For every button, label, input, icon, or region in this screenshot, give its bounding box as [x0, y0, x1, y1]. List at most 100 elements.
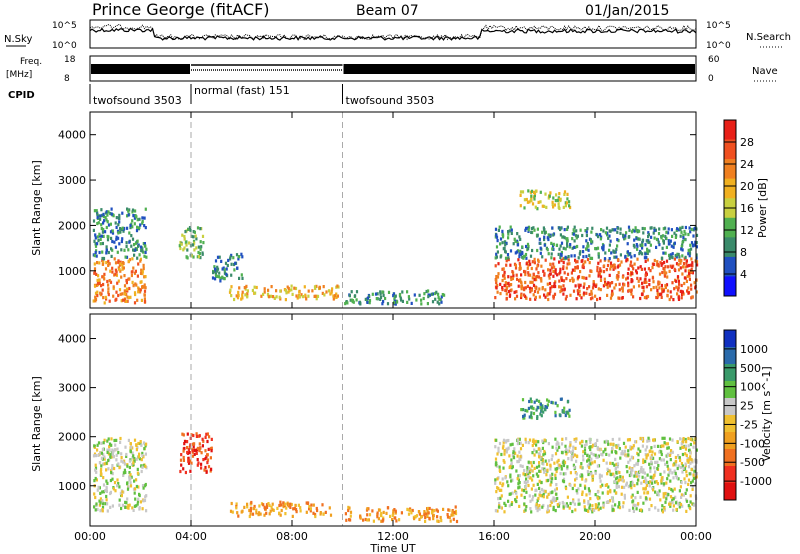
- data-cell: [293, 286, 296, 290]
- data-cell: [107, 437, 110, 441]
- data-cell: [582, 255, 585, 259]
- data-cell: [517, 258, 520, 262]
- data-cell: [633, 229, 636, 233]
- data-cell: [94, 468, 97, 472]
- data-cell: [543, 237, 546, 242]
- data-cell: [598, 473, 601, 477]
- data-cell: [610, 496, 614, 500]
- data-cell: [642, 458, 645, 462]
- data-cell: [693, 441, 696, 445]
- data-cell: [124, 470, 127, 475]
- data-cell: [94, 508, 97, 512]
- data-cell: [496, 486, 499, 490]
- data-cell: [559, 285, 563, 289]
- data-cell: [325, 290, 328, 294]
- data-cell: [671, 252, 674, 256]
- data-cell: [672, 508, 675, 512]
- data-cell: [589, 297, 593, 301]
- data-cell: [519, 204, 522, 208]
- data-cell: [535, 503, 538, 507]
- data-cell: [529, 397, 532, 401]
- data-cell: [501, 446, 505, 450]
- data-cell: [533, 278, 536, 282]
- data-cell: [588, 466, 591, 470]
- data-cell: [116, 229, 120, 233]
- data-cell: [600, 228, 603, 232]
- data-cell: [225, 267, 228, 271]
- data-cell: [497, 262, 500, 266]
- data-cell: [552, 274, 555, 278]
- data-cell: [547, 268, 550, 272]
- data-cell: [199, 256, 202, 260]
- data-cell: [527, 273, 530, 277]
- data-cell: [139, 440, 142, 444]
- colorbar-tick-label: 16: [740, 202, 754, 215]
- data-cell: [113, 481, 117, 485]
- data-cell: [524, 280, 527, 285]
- data-cell: [597, 252, 600, 256]
- data-cell: [574, 439, 577, 443]
- data-cell: [608, 243, 611, 247]
- data-cell: [550, 500, 553, 504]
- data-cell: [628, 252, 631, 256]
- data-cell: [452, 517, 455, 521]
- data-cell: [186, 446, 189, 450]
- data-cell: [529, 280, 532, 284]
- data-cell: [126, 226, 129, 230]
- data-cell: [582, 250, 585, 254]
- data-cell: [571, 237, 574, 241]
- data-cell: [684, 452, 687, 456]
- data-cell: [681, 470, 684, 474]
- data-cell: [675, 476, 679, 480]
- data-cell: [495, 490, 498, 494]
- data-cell: [179, 246, 182, 251]
- data-cell: [132, 284, 135, 288]
- data-cell: [140, 249, 144, 253]
- data-cell: [385, 511, 388, 515]
- data-cell: [249, 512, 252, 516]
- data-cell: [590, 239, 593, 243]
- data-cell: [546, 495, 549, 499]
- data-cell: [640, 468, 643, 472]
- data-cell: [400, 298, 403, 302]
- data-cell: [322, 285, 325, 289]
- data-cell: [558, 192, 561, 196]
- data-cell: [526, 409, 529, 413]
- data-cell: [628, 466, 631, 470]
- data-cell: [689, 507, 692, 511]
- colorbar-cell: [724, 364, 736, 382]
- data-cell: [368, 298, 372, 303]
- data-cell: [606, 285, 609, 289]
- data-cell: [494, 457, 498, 461]
- data-cell: [498, 465, 501, 469]
- data-cell: [601, 491, 604, 495]
- data-cell: [691, 271, 694, 275]
- data-cell: [507, 438, 510, 443]
- data-cell: [690, 481, 693, 485]
- data-cell: [132, 461, 135, 465]
- data-cell: [577, 283, 580, 287]
- data-cell: [646, 439, 649, 443]
- data-cell: [508, 284, 511, 288]
- data-cell: [604, 282, 607, 286]
- data-cell: [114, 272, 117, 276]
- data-cell: [669, 458, 672, 462]
- data-cell: [525, 262, 528, 266]
- data-cell: [561, 410, 564, 414]
- data-cell: [113, 273, 116, 277]
- data-cell: [131, 257, 134, 261]
- data-cell: [181, 432, 184, 436]
- data-cell: [197, 245, 200, 249]
- data-cell: [684, 447, 688, 451]
- data-cell: [270, 505, 273, 509]
- data-cell: [318, 286, 321, 290]
- data-cell: [501, 286, 504, 290]
- data-cell: [613, 255, 616, 259]
- data-cell: [586, 287, 589, 291]
- data-cell: [284, 512, 287, 516]
- data-cell: [310, 503, 313, 507]
- data-cell: [684, 265, 687, 269]
- data-cell: [661, 504, 664, 508]
- data-cell: [314, 514, 317, 519]
- data-cell: [529, 198, 532, 202]
